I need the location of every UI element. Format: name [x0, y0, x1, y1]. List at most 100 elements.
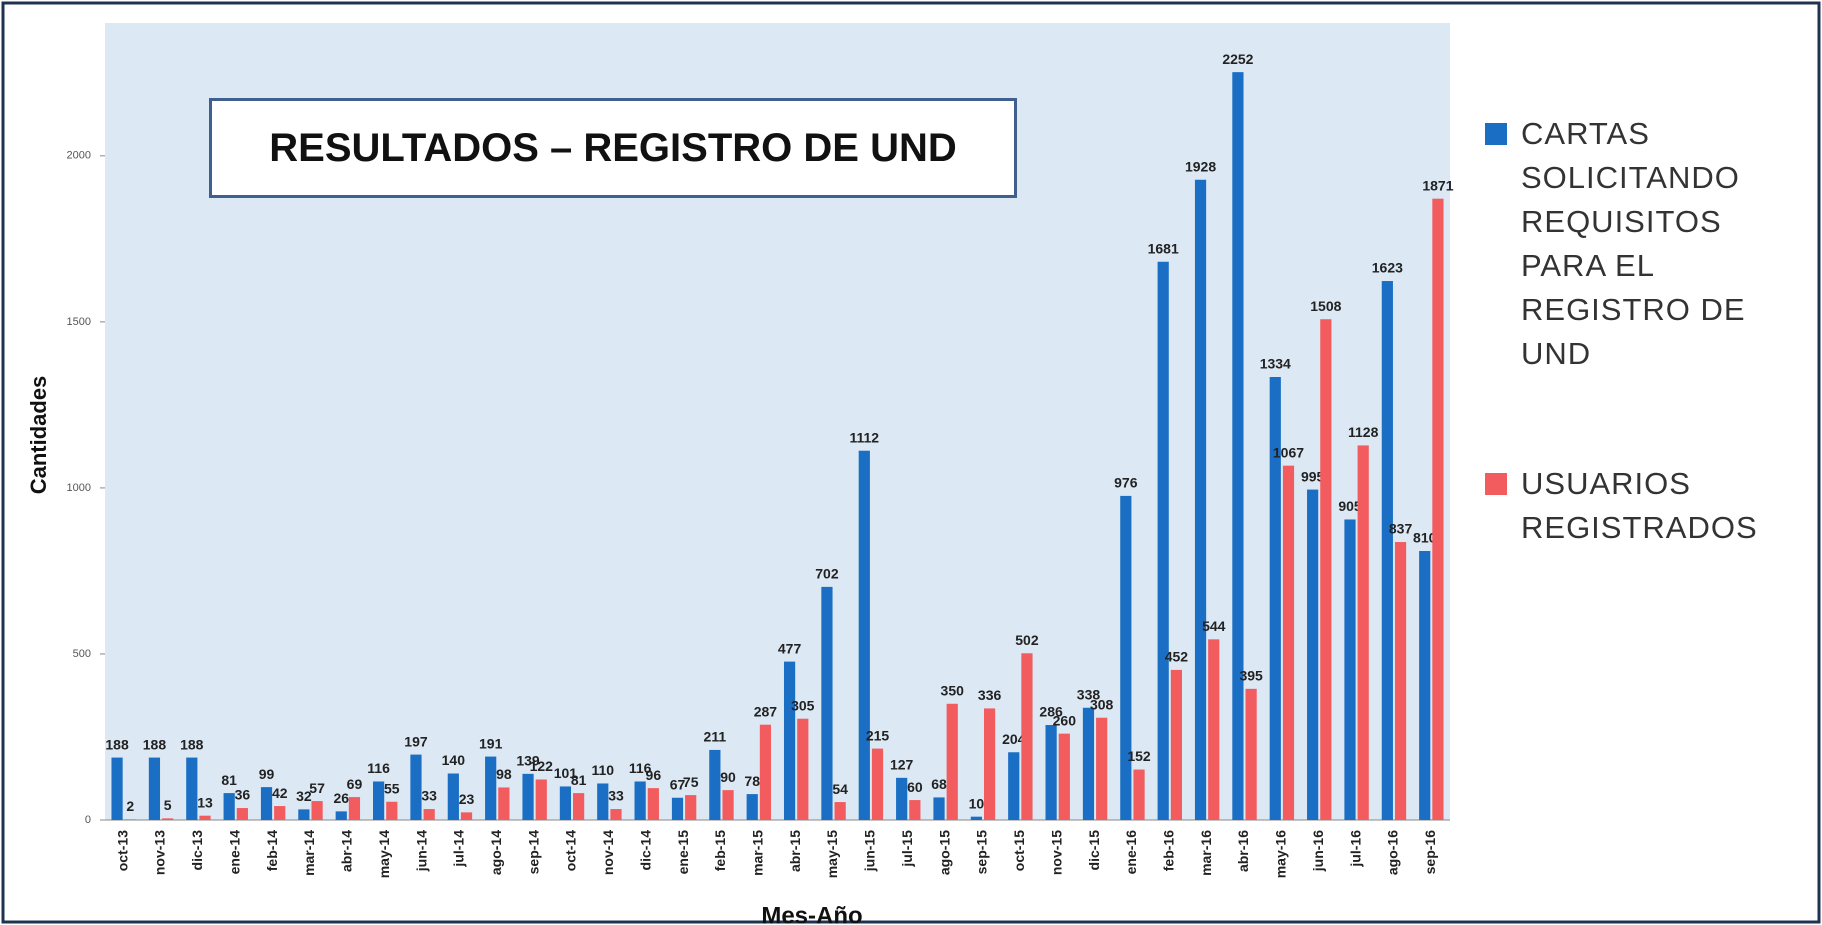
value-label: 287: [754, 703, 778, 719]
x-tick-label: ene-16: [1123, 830, 1139, 875]
value-label: 33: [608, 788, 624, 804]
bar: [298, 809, 310, 820]
y-tick-label: 0: [85, 814, 91, 826]
x-tick-label: sep-14: [525, 830, 541, 875]
value-label: 477: [778, 640, 802, 656]
value-label: 976: [1114, 475, 1138, 491]
bar: [647, 788, 659, 820]
value-label: 101: [554, 765, 578, 781]
bar: [1357, 445, 1369, 820]
value-label: 197: [404, 733, 428, 749]
bar: [1021, 653, 1033, 820]
bar: [410, 754, 422, 820]
x-tick-label: feb-14: [264, 830, 280, 871]
x-tick-label: ago-15: [936, 830, 952, 875]
y-axis-label: Cantidades: [26, 376, 51, 495]
value-label: 26: [333, 790, 349, 806]
value-label: 305: [791, 697, 815, 713]
value-label: 139: [516, 753, 540, 769]
value-label: 810: [1413, 530, 1437, 546]
value-label: 90: [720, 769, 736, 785]
value-label: 2: [126, 798, 134, 814]
bar: [1394, 542, 1407, 820]
bar: [386, 801, 398, 820]
bar: [1307, 489, 1319, 820]
value-label: 1928: [1185, 158, 1216, 174]
x-tick-label: jun-16: [1310, 830, 1326, 872]
value-label: 188: [105, 736, 129, 752]
bar: [186, 757, 198, 820]
bar: [722, 790, 734, 820]
value-label: 1334: [1260, 356, 1291, 372]
value-label: 336: [978, 687, 1002, 703]
y-tick-label: 2000: [67, 150, 91, 162]
value-label: 81: [221, 772, 237, 788]
value-label: 1623: [1372, 260, 1403, 276]
value-label: 204: [1002, 731, 1026, 747]
value-label: 188: [180, 736, 204, 752]
value-label: 215: [866, 727, 890, 743]
bar: [1432, 198, 1444, 820]
value-label: 99: [259, 766, 275, 782]
bar: [148, 757, 161, 820]
bar: [610, 809, 622, 820]
value-label: 211: [704, 729, 727, 745]
bar: [909, 800, 921, 820]
bar: [1133, 769, 1145, 820]
bar: [1320, 319, 1332, 820]
x-tick-label: may-15: [824, 830, 840, 878]
bar: [498, 787, 510, 820]
value-label: 350: [941, 682, 965, 698]
x-tick-label: jul-14: [451, 830, 467, 868]
value-label: 81: [571, 772, 587, 788]
x-tick-label: feb-16: [1160, 830, 1176, 871]
x-tick-label: ago-16: [1385, 830, 1401, 875]
value-label: 905: [1338, 498, 1362, 514]
value-label: 260: [1053, 712, 1077, 728]
value-label: 2252: [1222, 51, 1253, 67]
legend-swatch: [1485, 123, 1507, 145]
x-tick-label: dic-13: [189, 830, 205, 871]
bar: [759, 724, 772, 820]
x-tick-label: oct-13: [114, 830, 130, 871]
bar: [1245, 688, 1257, 820]
value-label: 1067: [1273, 444, 1304, 460]
value-label: 60: [907, 779, 923, 795]
bar: [1096, 717, 1108, 820]
x-tick-label: oct-14: [563, 830, 579, 871]
value-label: 286: [1039, 704, 1063, 720]
bar: [1208, 639, 1220, 820]
value-label: 116: [629, 760, 652, 776]
bar: [1157, 261, 1169, 820]
value-label: 544: [1202, 618, 1226, 634]
value-label: 702: [815, 566, 839, 582]
bar: [1269, 377, 1281, 820]
x-tick-label: sep-16: [1422, 830, 1438, 875]
bar: [1282, 465, 1295, 820]
bar: [559, 786, 572, 820]
bar: [447, 773, 459, 820]
value-label: 188: [143, 736, 167, 752]
bar: [260, 787, 273, 820]
x-tick-label: jun-14: [413, 830, 429, 872]
x-tick-label: may-14: [376, 830, 392, 878]
x-tick-label: jun-15: [862, 830, 878, 872]
value-label: 36: [235, 787, 251, 803]
value-label: 42: [272, 785, 288, 801]
x-tick-label: nov-15: [1048, 830, 1064, 875]
value-label: 1112: [849, 429, 879, 445]
x-tick-label: ene-14: [226, 830, 242, 875]
x-tick-label: oct-15: [1011, 830, 1027, 871]
y-tick-label: 1500: [67, 316, 91, 328]
value-label: 502: [1015, 632, 1039, 648]
y-tick-label: 1000: [67, 482, 91, 494]
bar: [871, 748, 884, 820]
value-label: 55: [384, 780, 400, 796]
value-label: 5: [164, 797, 172, 813]
value-label: 32: [296, 788, 312, 804]
x-tick-label: may-16: [1273, 830, 1289, 878]
x-tick-label: abr-14: [339, 830, 355, 872]
bar: [1082, 707, 1095, 820]
